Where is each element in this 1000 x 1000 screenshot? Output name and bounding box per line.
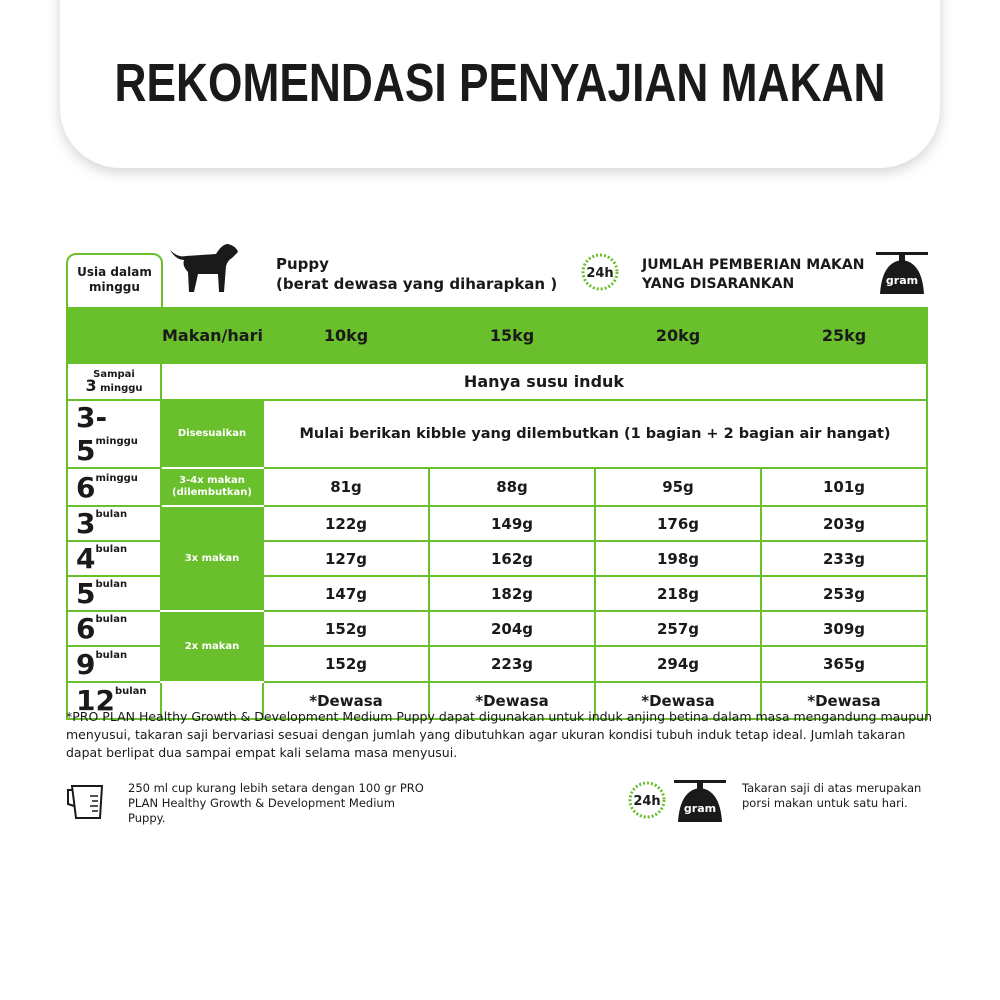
svg-text:gram: gram	[684, 802, 716, 815]
header-cell: 20kg	[594, 307, 762, 364]
table-row: 9bulan 152g 223g 294g 365g	[66, 645, 928, 683]
meals-cell: 3-4x makan (dilembutkan)	[160, 467, 264, 507]
value-cell: *Dewasa	[262, 681, 430, 720]
24h-clock-icon: 24h	[581, 253, 619, 291]
value-cell: 257g	[594, 610, 762, 647]
table-row: 6minggu 3-4x makan (dilembutkan) 81g 88g 95g…	[66, 467, 928, 507]
meals-cell: Disesuaikan	[160, 399, 264, 469]
value-cell: 223g	[428, 645, 596, 683]
value-cell: 294g	[594, 645, 762, 683]
table-row: 5bulan 147g 182g 218g 253g	[66, 575, 928, 612]
value-cell: 88g	[428, 467, 596, 507]
value-cell: 122g	[262, 505, 430, 542]
svg-text:24h: 24h	[633, 794, 660, 809]
table-row: 3bulan 3x makan 122g 149g 176g 203g	[66, 505, 928, 612]
measuring-cup-icon	[67, 785, 104, 819]
value-cell: *Dewasa	[594, 681, 762, 720]
value-cell: 152g	[262, 610, 430, 647]
table-row: 6bulan 2x makan 152g 204g 257g 309g	[66, 610, 928, 683]
value-cell: 253g	[760, 575, 928, 612]
cell-text: Mulai berikan kibble yang dilembutkan (1…	[262, 399, 928, 469]
recommend-line2: YANG DISARANKAN	[642, 276, 795, 292]
table-row: 4bulan 127g 162g 198g 233g	[66, 540, 928, 577]
recommend-line1: JUMLAH PEMBERIAN MAKAN	[642, 257, 865, 273]
table-row: 3-5minggu Disesuaikan Mulai berikan kibb…	[66, 399, 928, 469]
value-cell: 95g	[594, 467, 762, 507]
value-cell: 147g	[262, 575, 430, 612]
value-cell: *Dewasa	[428, 681, 596, 720]
table-header-row: Makan/hari 10kg 15kg 20kg 25kg	[66, 307, 928, 364]
page-title: REKOMENDASI PENYAJIAN MAKAN	[114, 53, 886, 113]
value-cell: 176g	[594, 505, 762, 542]
value-cell: 162g	[428, 540, 596, 577]
feeding-table: Makan/hari 10kg 15kg 20kg 25kg Sampai 3 m…	[66, 307, 928, 720]
age-header: Usia dalam minggu	[66, 253, 163, 309]
meals-cell: 3x makan	[160, 505, 264, 612]
header-cell: 10kg	[262, 307, 430, 364]
title-banner	[60, 0, 940, 168]
scale-label: gram	[886, 274, 918, 287]
value-cell: 365g	[760, 645, 928, 683]
value-cell: 149g	[428, 505, 596, 542]
value-cell: 81g	[262, 467, 430, 507]
value-cell: 203g	[760, 505, 928, 542]
value-cell: 198g	[594, 540, 762, 577]
value-cell: 182g	[428, 575, 596, 612]
value-cell: 127g	[262, 540, 430, 577]
table-row: Sampai 3 minggu Hanya susu induk	[66, 362, 928, 401]
value-cell: 204g	[428, 610, 596, 647]
table-row: 12bulan *Dewasa *Dewasa *Dewasa *Dewasa	[66, 681, 928, 720]
header-cell: 15kg	[428, 307, 596, 364]
scale-gram-icon: gram	[674, 780, 726, 822]
cell-text: Hanya susu induk	[160, 362, 928, 401]
header-cell: Makan/hari	[160, 307, 264, 364]
cup-text: 250 ml cup kurang lebih setara dengan 10…	[128, 781, 424, 825]
clock-label: 24h	[586, 266, 613, 281]
puppy-title: Puppy	[276, 255, 329, 273]
24h-clock-icon: 24h	[628, 781, 666, 819]
value-cell: 218g	[594, 575, 762, 612]
puppy-subtitle: (berat dewasa yang diharapkan )	[276, 275, 558, 293]
footnote: *PRO PLAN Healthy Growth & Development M…	[66, 709, 932, 760]
value-cell: 101g	[760, 467, 928, 507]
value-cell: 309g	[760, 610, 928, 647]
header-cell: 25kg	[760, 307, 928, 364]
scale-gram-icon: gram	[876, 252, 928, 294]
value-cell: 152g	[262, 645, 430, 683]
puppy-silhouette-icon	[170, 244, 238, 292]
value-cell: 233g	[760, 540, 928, 577]
value-cell: *Dewasa	[760, 681, 928, 720]
serving-note: Takaran saji di atas merupakan porsi mak…	[742, 781, 922, 810]
meals-cell: 2x makan	[160, 610, 264, 683]
